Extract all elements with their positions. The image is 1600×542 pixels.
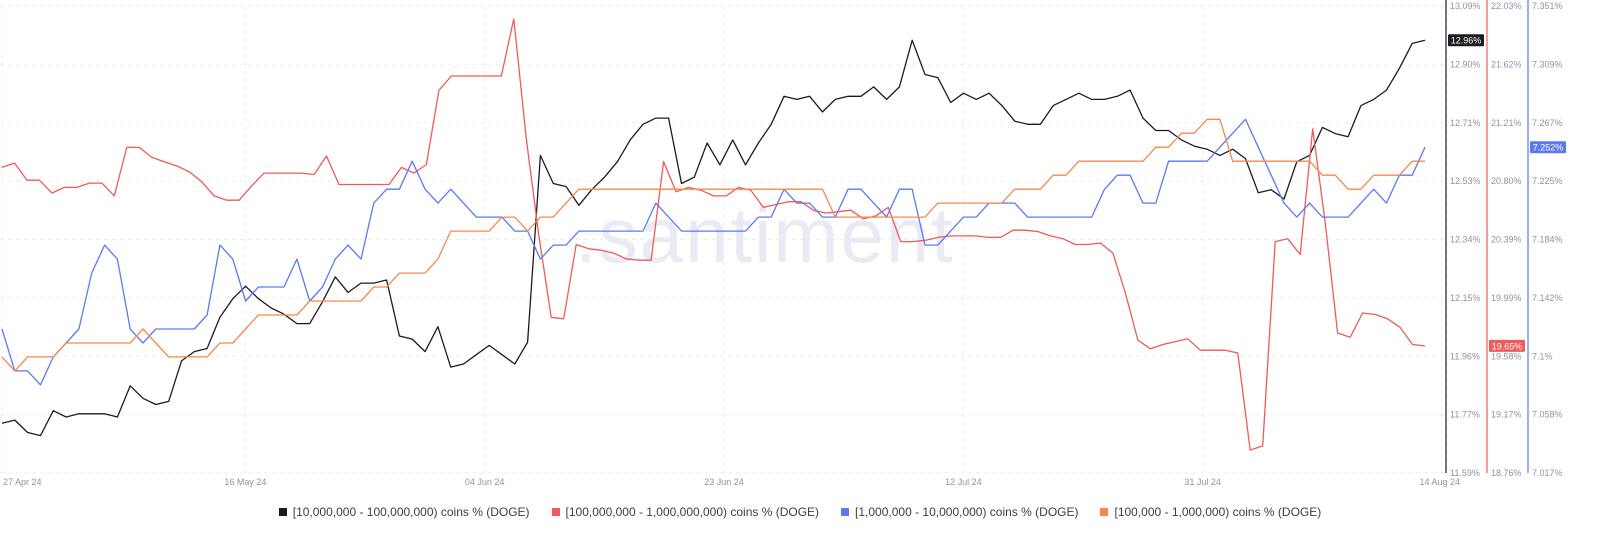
legend: [10,000,000 - 100,000,000) coins % (DOGE…	[0, 500, 1600, 524]
legend-swatch	[841, 508, 850, 516]
legend-item[interactable]: [10,000,000 - 100,000,000) coins % (DOGE…	[278, 505, 530, 519]
legend-label: [10,000,000 - 100,000,000) coins % (DOGE…	[292, 505, 530, 519]
y-tick-label: 12.15%	[1450, 293, 1481, 303]
y-tick-label: 12.53%	[1450, 176, 1481, 186]
legend-swatch	[1100, 508, 1109, 516]
x-tick-label: 23 Jun 24	[704, 477, 744, 487]
y-tick-label: 7.1%	[1532, 351, 1553, 361]
x-tick-label: 04 Jun 24	[465, 477, 505, 487]
legend-item[interactable]: [100,000 - 1,000,000) coins % (DOGE)	[1100, 505, 1321, 519]
y-tick-label: 7.225%	[1532, 176, 1563, 186]
y-axes: 11.59% 11.77% 11.96% 12.15% 12.34% 12.53% 12.7…	[1445, 0, 1563, 478]
y-tick-label: 19.58%	[1491, 351, 1522, 361]
y-tick-label: 12.34%	[1450, 235, 1481, 245]
y-tick-label: 18.76%	[1491, 468, 1522, 478]
x-tick-label: 27 Apr 24	[3, 477, 42, 487]
x-tick-label: 31 Jul 24	[1184, 477, 1221, 487]
y-tick-label: 11.96%	[1450, 351, 1480, 361]
legend-swatch	[278, 508, 287, 516]
legend-item[interactable]: [100,000,000 - 1,000,000,000) coins % (D…	[551, 505, 820, 519]
santiment-watermark: .santiment	[575, 191, 955, 279]
legend-label: [100,000,000 - 1,000,000,000) coins % (D…	[565, 505, 820, 519]
y-tick-label: 7.058%	[1532, 410, 1563, 420]
series-line-3	[1, 118, 1425, 372]
grid	[0, 5, 1445, 474]
y-tick-label: 11.77%	[1450, 410, 1480, 420]
chart: .santiment 11.59% 11.77% 11.96% 12.15% 12.34…	[0, 0, 1566, 487]
value-badge-label: 7.252%	[1533, 143, 1564, 153]
y-tick-label: 7.184%	[1532, 235, 1563, 245]
y-tick-label: 12.71%	[1450, 118, 1481, 128]
y-tick-label: 7.267%	[1532, 118, 1563, 128]
legend-swatch	[551, 508, 560, 516]
y-tick-label: 20.39%	[1491, 235, 1522, 245]
value-badge-label: 19.65%	[1492, 341, 1523, 351]
value-badges: 12.96% 19.65% 7.252%	[1448, 34, 1566, 352]
y-tick-label: 22.03%	[1491, 1, 1522, 11]
series-line-1	[1, 18, 1426, 451]
y-tick-label: 13.09%	[1450, 1, 1481, 11]
y-tick-label: 7.017%	[1532, 468, 1563, 478]
y-tick-label: 7.309%	[1532, 59, 1563, 69]
legend-label: [1,000,000 - 10,000,000) coins % (DOGE)	[855, 505, 1079, 519]
y-tick-label: 12.90%	[1450, 59, 1481, 69]
value-badge	[1448, 34, 1484, 47]
y-tick-label: 20.80%	[1491, 176, 1522, 186]
series-line-2	[1, 118, 1426, 386]
value-badge	[1530, 141, 1566, 154]
legend-item[interactable]: [1,000,000 - 10,000,000) coins % (DOGE)	[841, 505, 1078, 519]
series-lines	[1, 18, 1426, 451]
y-tick-label: 21.62%	[1491, 59, 1522, 69]
y-tick-label: 21.21%	[1491, 118, 1522, 128]
y-tick-label: 19.17%	[1491, 410, 1522, 420]
y-tick-label: 7.351%	[1532, 1, 1563, 11]
x-tick-label: 16 May 24	[224, 477, 266, 487]
legend-label: [100,000 - 1,000,000) coins % (DOGE)	[1114, 505, 1322, 519]
y-tick-label: 19.99%	[1491, 293, 1522, 303]
series-line-0	[1, 39, 1426, 437]
x-tick-label: 14 Aug 24	[1419, 477, 1460, 487]
value-badge-label: 12.96%	[1451, 36, 1482, 46]
y-tick-label: 7.142%	[1532, 293, 1563, 303]
value-badge	[1489, 339, 1525, 352]
x-tick-label: 12 Jul 24	[945, 477, 982, 487]
x-axis: 27 Apr 24 16 May 24 04 Jun 24 23 Jun 24 12 J…	[3, 477, 1460, 487]
y-tick-label: 11.59%	[1450, 468, 1480, 478]
